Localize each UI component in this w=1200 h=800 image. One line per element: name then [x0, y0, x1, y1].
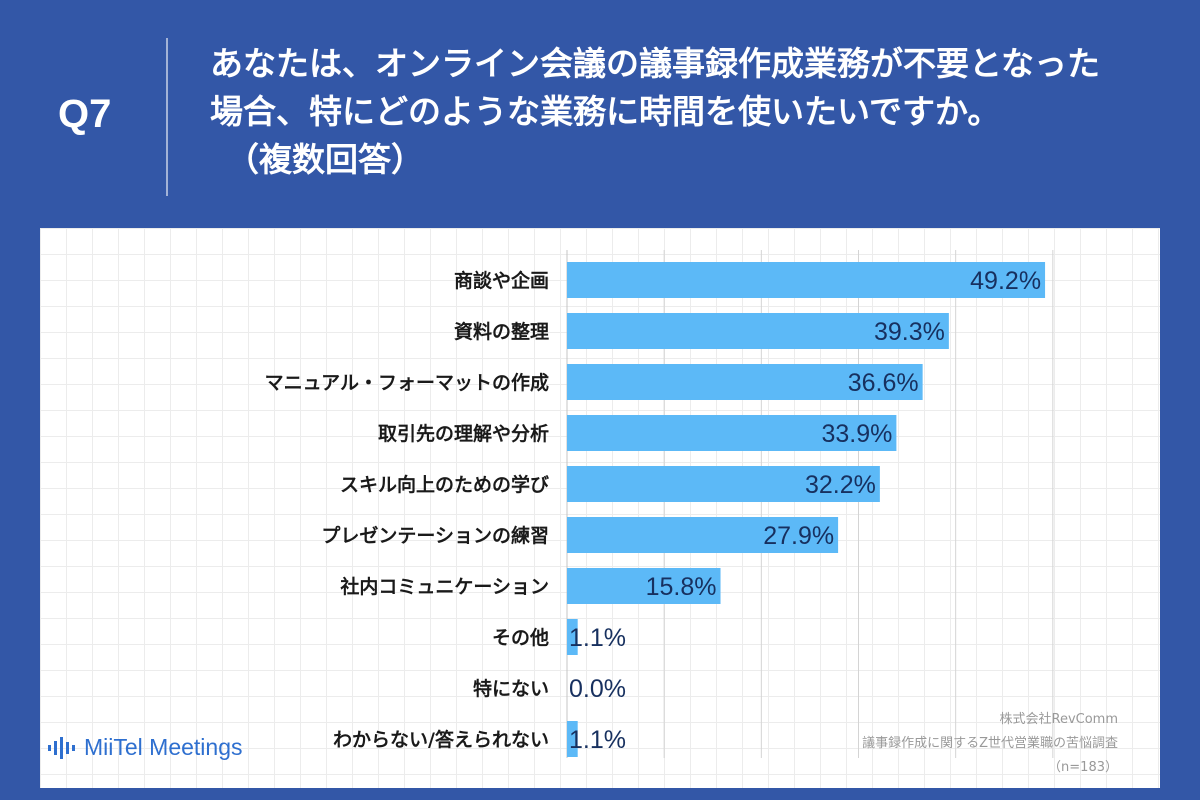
header-divider	[166, 38, 168, 196]
question-header: Q7 あなたは、オンライン会議の議事録作成業務が不要となった 場合、特にどのよう…	[0, 0, 1200, 225]
bar	[567, 313, 949, 349]
bar	[567, 415, 897, 451]
question-line-1: あなたは、オンライン会議の議事録作成業務が不要となった	[210, 44, 1101, 83]
value-label: 0.0%	[569, 675, 626, 703]
category-label: スキル向上のための学び	[340, 473, 549, 496]
source-note: 株式会社RevComm 議事録作成に関するZ世代営業職の苦悩調査 （n=183）	[862, 708, 1118, 780]
value-label: 36.6%	[848, 369, 919, 397]
value-label: 15.8%	[646, 573, 717, 601]
question-text: あなたは、オンライン会議の議事録作成業務が不要となった 場合、特にどのような業務…	[210, 40, 1170, 184]
value-label: 49.2%	[970, 267, 1041, 295]
value-label: 1.1%	[569, 624, 626, 652]
source-sample: （n=183）	[1048, 760, 1118, 775]
category-label: 資料の整理	[454, 320, 549, 343]
chart-panel: 商談や企画 49.2% 資料の整理 39.3% マニュアル・フォーマットの作成 36.6%…	[40, 228, 1160, 788]
category-label: その他	[492, 626, 549, 649]
bar	[567, 262, 1046, 298]
value-label: 32.2%	[805, 471, 876, 499]
category-label: 商談や企画	[454, 269, 549, 292]
category-label: 特にない	[473, 678, 549, 700]
bar	[567, 517, 839, 553]
miitel-logo: MiiTel Meetings	[48, 734, 243, 761]
question-line-3: （複数回答）	[226, 140, 424, 179]
category-label: プレゼンテーションの練習	[321, 524, 549, 547]
category-label: マニュアル・フォーマットの作成	[265, 371, 549, 394]
bar	[567, 619, 578, 655]
question-line-2: 場合、特にどのような業務に時間を使いたいですか。	[210, 92, 1001, 131]
source-company: 株式会社RevComm	[999, 712, 1119, 727]
category-label: 取引先の理解や分析	[378, 422, 549, 445]
bar	[567, 568, 721, 604]
bar	[567, 364, 923, 400]
source-survey: 議事録作成に関するZ世代営業職の苦悩調査	[862, 736, 1118, 751]
bar	[567, 466, 880, 502]
value-label: 27.9%	[763, 522, 834, 550]
value-label: 33.9%	[822, 420, 893, 448]
logo-text: MiiTel Meetings	[84, 734, 243, 760]
value-label: 39.3%	[874, 318, 945, 346]
bar	[567, 721, 578, 757]
category-label: わからない/答えられない	[333, 728, 549, 751]
category-label: 社内コミュニケーション	[339, 575, 549, 598]
question-number: Q7	[58, 92, 112, 136]
value-label: 1.1%	[569, 726, 626, 754]
bar-chart: 商談や企画 49.2% 資料の整理 39.3% マニュアル・フォーマットの作成 36.6%…	[265, 250, 1054, 758]
sound-wave-icon	[48, 736, 75, 759]
